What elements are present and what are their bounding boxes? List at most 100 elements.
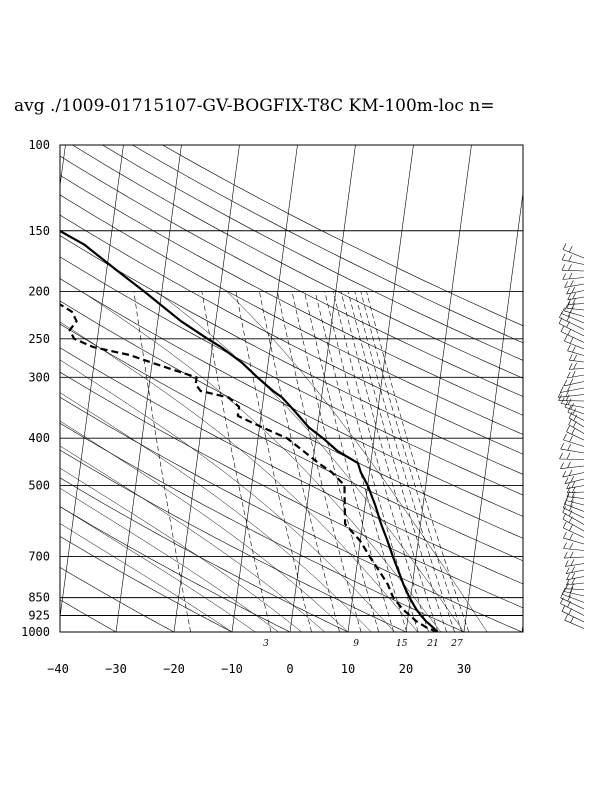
wind-barb-shaft [564, 340, 585, 350]
wind-barb-flag [560, 325, 565, 332]
wind-barb-shaft [565, 500, 585, 506]
mixing-ratio-line [333, 291, 429, 632]
moist-adiabat-line [60, 506, 256, 632]
dry-adiabat-line [60, 256, 523, 496]
wind-barb-flag [567, 293, 571, 300]
wind-barb-shaft [560, 387, 585, 393]
wind-barb-flag [566, 321, 570, 328]
wind-barb-shaft [560, 465, 585, 469]
wind-barb-flag [563, 433, 567, 441]
moist-adiabat-line [60, 467, 302, 632]
pressure-tick-label: 100 [28, 138, 50, 152]
wind-barb-flag [570, 582, 575, 590]
wind-barb-shaft [566, 431, 585, 441]
moist-adiabat-line [156, 291, 465, 632]
wind-barb-shaft [569, 359, 585, 363]
wind-barb-flag [568, 469, 573, 476]
wind-barb-flag [569, 551, 574, 558]
wind-barb-flag [566, 371, 571, 379]
wind-barb-flag [563, 379, 568, 387]
isotherm-line [231, 145, 298, 632]
wind-barb-flag [568, 411, 573, 419]
wind-barb-flag [567, 444, 571, 451]
wind-barb-flag [570, 403, 574, 410]
temperature-tick-label: −20 [163, 662, 185, 676]
isotherm-line [289, 145, 356, 632]
wind-barb-flag [572, 292, 576, 300]
wind-barb-flag [566, 314, 571, 322]
wind-barb-shaft [569, 417, 585, 428]
wind-barb-flag [562, 273, 566, 280]
wind-barb-shaft [565, 563, 585, 567]
dewpoint-profile-line [60, 303, 438, 632]
wind-barb-flag [566, 302, 570, 309]
wind-barb-flag [567, 600, 571, 608]
wind-barb-flag [570, 280, 574, 287]
wind-barb-flag [573, 362, 577, 370]
wind-barb-flag [560, 462, 564, 469]
chart-title: avg ./1009-01715107-GV-BOGFIX-T8C KM-100… [14, 96, 495, 116]
mixing-ratio-line [277, 291, 362, 632]
wind-barb-flag [571, 495, 575, 502]
wind-barb-shaft [566, 569, 585, 574]
dry-adiabat-line [60, 174, 523, 416]
temperature-profile-line [60, 229, 439, 632]
wind-barb-flag [558, 394, 562, 401]
dry-adiabat-line [60, 194, 523, 435]
wind-barb-shaft [566, 496, 585, 499]
mixing-ratio-line [133, 291, 191, 632]
wind-barb-shaft [564, 591, 585, 597]
isotherm-line [463, 190, 523, 632]
pressure-tick-label: 300 [28, 370, 50, 384]
mixing-ratio-line [324, 291, 419, 632]
wind-barb-shaft [562, 507, 585, 519]
wind-barb-flag [571, 370, 576, 378]
dry-adiabat-line [60, 278, 523, 517]
wind-barb-flag [571, 572, 576, 579]
wind-barb-shaft [563, 439, 585, 447]
wind-barb-shaft [565, 588, 585, 590]
wind-barb-flag [564, 281, 568, 288]
temperature-tick-label: −10 [221, 662, 243, 676]
wind-barb-shaft [558, 394, 585, 398]
wind-barb-shaft [568, 424, 585, 434]
wind-barb-flag [565, 390, 570, 397]
wind-barb-flag [566, 287, 570, 295]
wind-barb-shaft [559, 317, 585, 330]
wind-barb-flag [561, 253, 566, 260]
wind-barb-flag [572, 408, 576, 415]
wind-barb-flag [566, 578, 570, 586]
moist-adiabat-line [226, 291, 488, 632]
wind-barb-shaft [567, 374, 585, 379]
wind-barb-flag [567, 595, 571, 602]
wind-barb-flag [559, 311, 563, 318]
wind-barb-shaft [564, 478, 585, 484]
wind-barb-flag [561, 397, 565, 404]
pressure-tick-label: 500 [28, 478, 50, 492]
wind-barb-shaft [560, 603, 585, 616]
pressure-tick-label: 850 [28, 591, 50, 605]
wind-barb-flag [571, 578, 575, 585]
wind-barb-flag [564, 304, 568, 312]
wind-barb-shaft [564, 503, 585, 512]
wind-barb-flag [564, 477, 569, 484]
wind-barb-flag [567, 344, 571, 351]
wind-barb-flag [566, 482, 570, 489]
wind-barb-flag [560, 597, 564, 604]
isotherm-line [347, 145, 414, 632]
isotherm-line [580, 145, 612, 632]
wind-barb-shaft [566, 582, 585, 586]
wind-barb-flag [562, 501, 567, 508]
wind-barb-shaft [567, 303, 585, 305]
wind-barb-flag [568, 608, 572, 615]
pressure-tick-label: 700 [28, 550, 50, 564]
mixing-ratio-label: 27 [450, 639, 463, 649]
dry-adiabat-line [60, 323, 523, 562]
isotherm-line [60, 145, 124, 620]
wind-barb-shaft [560, 331, 585, 343]
wind-barb-shaft [562, 512, 585, 525]
wind-barb-flag [568, 255, 572, 262]
moist-adiabat-line [60, 420, 349, 632]
wind-barb-shaft [562, 472, 585, 478]
temperature-tick-label: −30 [105, 662, 127, 676]
